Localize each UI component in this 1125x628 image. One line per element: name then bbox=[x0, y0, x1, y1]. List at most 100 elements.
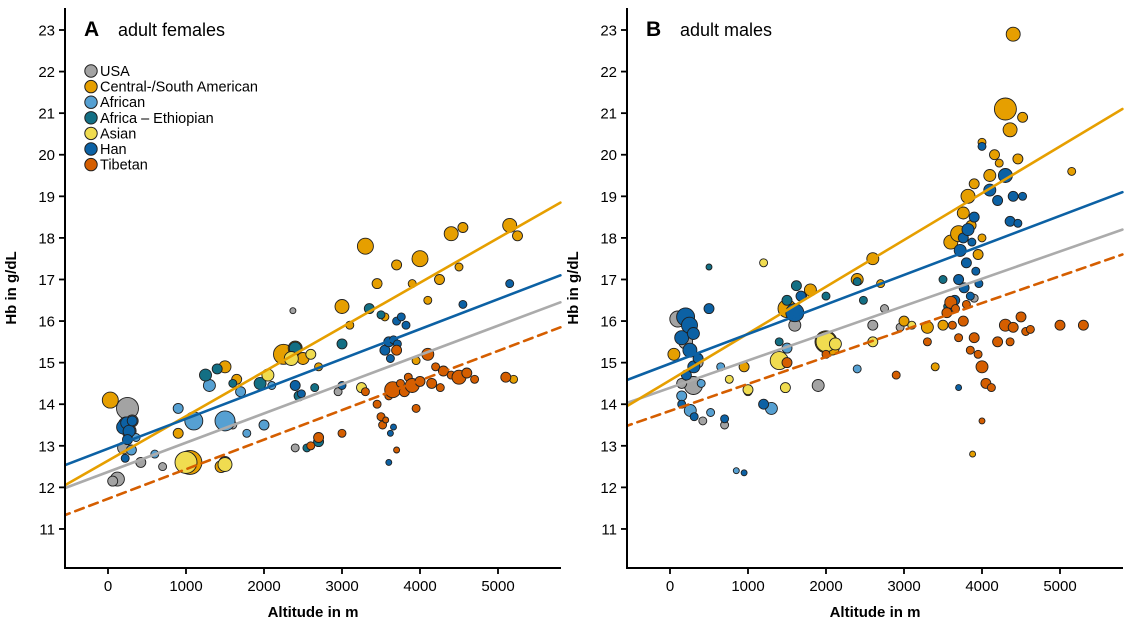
y-tick-label: 13 bbox=[38, 438, 55, 455]
y-tick-label: 14 bbox=[600, 397, 617, 414]
data-point bbox=[1004, 215, 1016, 227]
data-point bbox=[968, 178, 980, 190]
legend-swatch bbox=[84, 126, 98, 141]
panel-adult-males: 11 12 13 14 15 16 17 18 19 20 21 22 23 0 1000 2000 3000 4… bbox=[562, 0, 1124, 628]
x-tick-label: 4000 bbox=[403, 578, 436, 595]
data-point bbox=[706, 408, 716, 417]
y-tick-label: 15 bbox=[600, 355, 617, 372]
y-tick-label: 21 bbox=[38, 106, 55, 123]
trend-line bbox=[628, 107, 1124, 408]
data-point bbox=[1067, 166, 1077, 176]
data-point bbox=[779, 382, 791, 394]
data-point bbox=[306, 441, 316, 451]
axes: 11 12 13 14 15 16 17 18 19 20 21 22 23 0 1000 2000 3000 4… bbox=[600, 8, 1123, 595]
data-point bbox=[969, 450, 977, 458]
data-point bbox=[689, 412, 699, 422]
data-point bbox=[1018, 191, 1028, 201]
data-point bbox=[1077, 319, 1089, 331]
scatter-points bbox=[101, 217, 523, 487]
x-axis-label: Altitude in m bbox=[830, 604, 921, 621]
data-point bbox=[956, 206, 970, 220]
data-point bbox=[1025, 324, 1035, 334]
y-axis-label: Hb in g/dL bbox=[565, 251, 582, 324]
data-point bbox=[401, 320, 411, 330]
chart-panel-b: 11 12 13 14 15 16 17 18 19 20 21 22 23 0 1000 2000 3000 4… bbox=[565, 8, 1124, 621]
data-point bbox=[1005, 26, 1021, 42]
y-tick-label: 15 bbox=[38, 355, 55, 372]
data-point bbox=[228, 378, 238, 388]
data-point bbox=[391, 259, 403, 271]
data-point bbox=[174, 450, 198, 474]
data-point bbox=[965, 291, 975, 301]
legend-swatch bbox=[84, 79, 98, 94]
x-tick-label: 1000 bbox=[731, 578, 764, 595]
y-tick-label: 13 bbox=[600, 438, 617, 455]
y-axis-label: Hb in g/dL bbox=[3, 251, 20, 324]
data-point bbox=[172, 402, 184, 414]
legend-label: Han bbox=[100, 142, 127, 158]
data-point bbox=[811, 379, 825, 392]
y-tick-label: 20 bbox=[38, 147, 55, 164]
data-point bbox=[1005, 337, 1015, 347]
panel-label: B bbox=[646, 18, 661, 41]
y-tick-label: 21 bbox=[600, 106, 617, 123]
data-point bbox=[382, 416, 390, 424]
data-point bbox=[975, 360, 989, 374]
data-point bbox=[443, 226, 459, 242]
data-point bbox=[703, 303, 715, 315]
data-point bbox=[973, 349, 983, 359]
data-point bbox=[978, 417, 986, 425]
data-point bbox=[211, 363, 223, 375]
data-point bbox=[732, 467, 740, 475]
data-point bbox=[101, 391, 119, 409]
y-tick-label: 18 bbox=[38, 230, 55, 247]
data-point bbox=[393, 446, 401, 454]
legend-swatch bbox=[84, 95, 98, 109]
data-point bbox=[983, 169, 997, 182]
data-point bbox=[411, 250, 429, 268]
data-point bbox=[454, 262, 464, 272]
data-point bbox=[781, 294, 793, 306]
data-point bbox=[1017, 111, 1029, 123]
data-point bbox=[391, 344, 403, 356]
data-point bbox=[334, 299, 350, 314]
data-point bbox=[696, 378, 706, 388]
legend-label: Asian bbox=[100, 126, 136, 142]
data-point bbox=[667, 347, 681, 361]
x-tick-label: 3000 bbox=[887, 578, 920, 595]
data-point bbox=[411, 403, 421, 413]
data-point bbox=[1054, 319, 1066, 331]
data-point bbox=[992, 195, 1004, 206]
data-point bbox=[774, 337, 784, 347]
x-tick-label: 5000 bbox=[481, 578, 514, 595]
data-point bbox=[968, 332, 980, 344]
data-point bbox=[356, 237, 374, 255]
data-point bbox=[967, 237, 977, 247]
trend-lines bbox=[628, 107, 1124, 427]
data-point bbox=[1007, 190, 1019, 202]
data-point bbox=[867, 319, 879, 331]
data-point bbox=[217, 457, 233, 472]
data-point bbox=[724, 374, 734, 384]
data-point bbox=[992, 336, 1004, 348]
data-point bbox=[290, 443, 300, 453]
y-tick-label: 16 bbox=[38, 314, 55, 331]
legend-label: Africa – Ethiopian bbox=[100, 111, 214, 127]
data-point bbox=[972, 249, 984, 260]
y-tick-label: 16 bbox=[600, 314, 617, 331]
data-point bbox=[758, 398, 770, 410]
data-point bbox=[435, 383, 445, 393]
data-point bbox=[371, 278, 383, 290]
data-point bbox=[337, 428, 347, 438]
data-point bbox=[960, 257, 972, 269]
chart-panel-a: 11 12 13 14 15 16 17 18 19 20 21 22 23 0 1000 2000 3000 4… bbox=[3, 8, 562, 621]
legend-swatch bbox=[84, 64, 98, 78]
y-tick-label: 11 bbox=[601, 521, 617, 538]
x-tick-label: 1000 bbox=[169, 578, 202, 595]
data-point bbox=[296, 389, 306, 399]
data-point bbox=[922, 337, 932, 347]
data-point bbox=[953, 274, 965, 285]
data-point bbox=[961, 223, 975, 237]
